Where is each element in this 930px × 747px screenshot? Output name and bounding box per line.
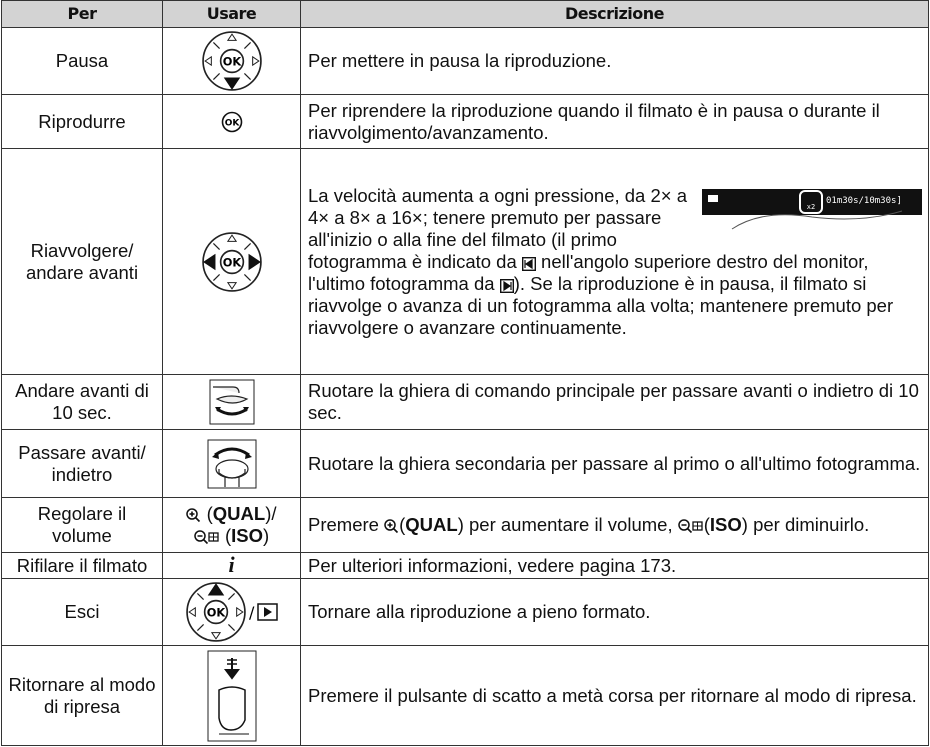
description-cell: Per riprendere la riproduzione quando il… xyxy=(300,94,929,149)
header-row: Per Usare Descrizione xyxy=(1,0,929,28)
description-cell: Ruotare la ghiera secondaria per passare… xyxy=(300,429,929,498)
header-cell: Descrizione xyxy=(300,0,929,28)
description-text: La velocità aumenta a ogni pressione, da… xyxy=(308,184,687,272)
multi-selector-icon xyxy=(201,31,262,91)
description-text: nell'angolo superiore destro del monitor… xyxy=(308,250,869,294)
row: Esci / Tornare alla riproduzione a pieno… xyxy=(1,578,929,646)
description-text: ) per aumentare il volume, xyxy=(457,514,673,535)
screen-time: 01m30s/10m30s] xyxy=(826,196,902,206)
last-frame-icon xyxy=(499,278,514,293)
first-frame-icon xyxy=(521,256,536,271)
zoom-out-icon xyxy=(194,530,219,545)
shutter-release-icon xyxy=(207,650,256,741)
description-text: ( xyxy=(703,514,710,535)
usage-cell xyxy=(162,27,301,95)
row: Andare avanti di 10 sec. Ruotare la ghie… xyxy=(1,374,929,430)
row: Rifilare il filmato i Per ulteriori info… xyxy=(1,552,929,579)
description-text: ISO xyxy=(709,514,742,535)
row: Pausa Per mettere in pausa la riproduzio… xyxy=(1,27,929,95)
usage-text: ISO xyxy=(231,525,263,546)
description-cell: Per mettere in pausa la riproduzione. xyxy=(300,27,929,95)
description-cell: Tornare alla riproduzione a pieno format… xyxy=(300,578,929,646)
row: Riavvolgere/ andare avanti x2 01m30s/10m… xyxy=(1,148,929,375)
per-cell: Esci xyxy=(1,578,163,646)
zoom-in-icon xyxy=(186,508,201,523)
sub-dial-icon xyxy=(207,439,256,488)
svg-text:OK: OK xyxy=(224,119,240,129)
usage-text: ) xyxy=(263,525,270,546)
row: Ritornare al modo di ripresa Premere il … xyxy=(1,645,929,746)
zoom-out-icon xyxy=(677,519,703,534)
header-cell: Usare xyxy=(162,0,301,28)
row: Regolare il volume (QUAL)/ (ISO) Premere… xyxy=(1,497,929,553)
usage-cell: (QUAL)/ (ISO) xyxy=(162,497,301,553)
description-text: ) per diminuirlo. xyxy=(741,514,870,535)
usage-text: )/ xyxy=(265,503,277,524)
multi-selector-icon xyxy=(185,582,246,642)
svg-text:/: / xyxy=(249,603,255,622)
per-cell: Pausa xyxy=(1,27,163,95)
description-text: ( xyxy=(399,514,406,535)
per-cell: Riprodurre xyxy=(1,94,163,149)
playback-icon: / xyxy=(249,603,278,622)
description-cell: Premere il pulsante di scatto a metà cor… xyxy=(300,645,929,746)
per-cell: Ritornare al modo di ripresa xyxy=(1,645,163,746)
ok-icon: OK xyxy=(221,111,242,133)
description-cell: Ruotare la ghiera di comando principale … xyxy=(300,374,929,430)
screen-speed: x2 xyxy=(807,203,815,211)
usage-cell xyxy=(162,148,301,375)
per-cell: Riavvolgere/ andare avanti xyxy=(1,148,163,375)
row: Riprodurre OK Per riprendere la riproduz… xyxy=(1,94,929,149)
description-text: ). Se la riproduzione è in pausa, il fil… xyxy=(308,272,894,338)
multi-selector-icon xyxy=(201,231,262,292)
usage-text: ( xyxy=(206,503,213,524)
description-text: Premere xyxy=(308,514,379,535)
per-cell: Regolare il volume xyxy=(1,497,163,553)
monitor-screenshot: x2 01m30s/10m30s] xyxy=(702,188,922,229)
usage-text: QUAL xyxy=(212,503,266,524)
header-cell: Per xyxy=(1,0,163,28)
usage-cell xyxy=(162,645,301,746)
usage-cell xyxy=(162,429,301,498)
zoom-in-icon xyxy=(384,519,399,534)
per-cell: Andare avanti di 10 sec. xyxy=(1,374,163,430)
usage-cell xyxy=(162,374,301,430)
row: Passare avanti/ indietro Ruotare la ghie… xyxy=(1,429,929,498)
description-text: QUAL xyxy=(405,514,458,535)
usage-text: i xyxy=(228,552,235,577)
usage-cell: OK xyxy=(162,94,301,149)
usage-text: ( xyxy=(224,525,232,546)
description-cell: x2 01m30s/10m30s] La velocità aumenta a … xyxy=(300,148,929,375)
usage-cell: / xyxy=(162,578,301,646)
usage-cell: i xyxy=(162,552,301,579)
per-cell: Rifilare il filmato xyxy=(1,552,163,579)
description-cell: Premere (QUAL) per aumentare il volume, … xyxy=(300,497,929,553)
per-cell: Passare avanti/ indietro xyxy=(1,429,163,498)
description-cell: Per ulteriori informazioni, vedere pagin… xyxy=(300,552,929,579)
main-dial-icon xyxy=(209,379,254,425)
